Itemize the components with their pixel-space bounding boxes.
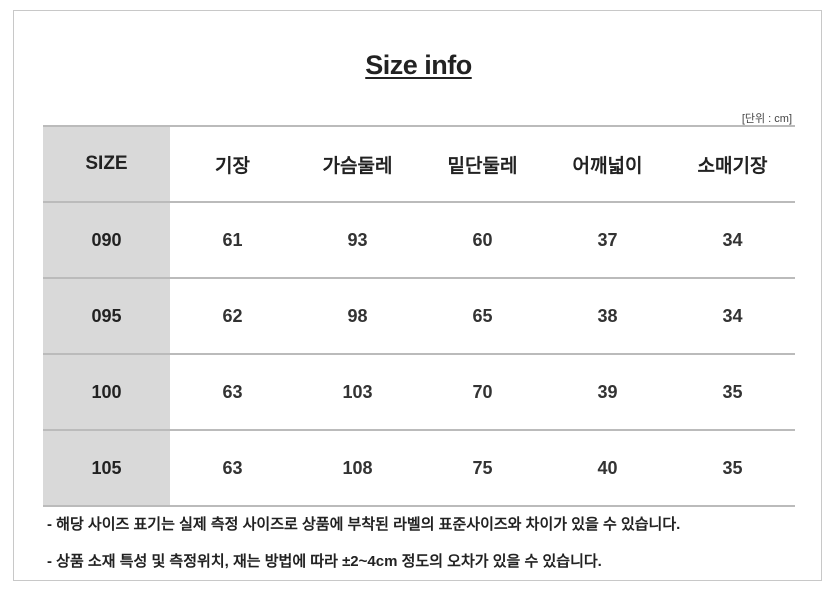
value-cell: 35: [670, 429, 795, 507]
notes: - 해당 사이즈 표기는 실제 측정 사이즈로 상품에 부착된 라벨의 표준사이…: [47, 515, 680, 589]
value-cell: 34: [670, 201, 795, 279]
table-header-row: SIZE 기장 가슴둘레 밑단둘레 어깨넓이 소매기장: [43, 125, 795, 203]
header-cell: 기장: [170, 125, 295, 203]
value-cell: 62: [170, 277, 295, 355]
value-cell: 65: [420, 277, 545, 355]
title-text: Size info: [365, 50, 472, 80]
value-cell: 63: [170, 353, 295, 431]
value-cell: 39: [545, 353, 670, 431]
header-cell: SIZE: [43, 125, 170, 203]
header-cell: 소매기장: [670, 125, 795, 203]
header-cell: 밑단둘레: [420, 125, 545, 203]
value-cell: 103: [295, 353, 420, 431]
value-cell: 37: [545, 201, 670, 279]
value-cell: 75: [420, 429, 545, 507]
table-row: 095 62 98 65 38 34: [43, 277, 795, 355]
value-cell: 63: [170, 429, 295, 507]
value-cell: 108: [295, 429, 420, 507]
unit-label: [단위 : cm]: [741, 113, 792, 125]
page-title: Size info: [0, 50, 837, 81]
size-table: SIZE 기장 가슴둘레 밑단둘레 어깨넓이 소매기장 090 61 93 60 37 3…: [43, 125, 795, 507]
table-row: 105 63 108 75 40 35: [43, 429, 795, 507]
value-cell: 61: [170, 201, 295, 279]
value-cell: 70: [420, 353, 545, 431]
note-item: - 해당 사이즈 표기는 실제 측정 사이즈로 상품에 부착된 라벨의 표준사이…: [47, 516, 681, 533]
size-cell: 090: [43, 201, 170, 279]
header-cell: 어깨넓이: [545, 125, 670, 203]
value-cell: 60: [420, 201, 545, 279]
size-cell: 105: [43, 429, 170, 507]
size-cell: 095: [43, 277, 170, 355]
value-cell: 34: [670, 277, 795, 355]
header-cell: 가슴둘레: [295, 125, 420, 203]
table-row: 090 61 93 60 37 34: [43, 201, 795, 279]
page-frame: [13, 10, 822, 581]
value-cell: 35: [670, 353, 795, 431]
note-item: - 상품 소재 특성 및 측정위치, 재는 방법에 따라 ±2~4cm 정도의 …: [47, 553, 602, 570]
value-cell: 98: [295, 277, 420, 355]
value-cell: 40: [545, 429, 670, 507]
table-row: 100 63 103 70 39 35: [43, 353, 795, 431]
value-cell: 93: [295, 201, 420, 279]
value-cell: 38: [545, 277, 670, 355]
size-cell: 100: [43, 353, 170, 431]
